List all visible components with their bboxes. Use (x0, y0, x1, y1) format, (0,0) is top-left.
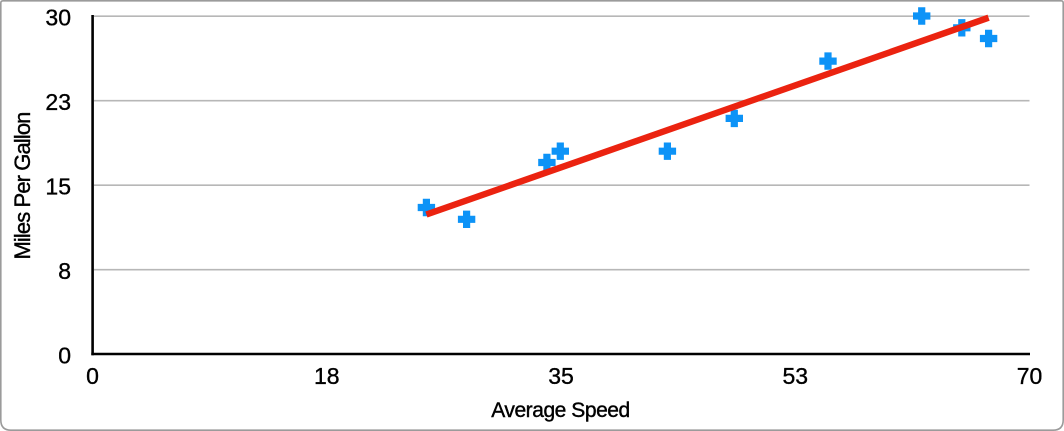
svg-text:23: 23 (45, 89, 71, 115)
svg-text:0: 0 (58, 343, 71, 369)
svg-text:70: 70 (1017, 363, 1043, 389)
svg-text:8: 8 (58, 258, 71, 284)
svg-text:18: 18 (314, 363, 340, 389)
svg-text:30: 30 (45, 5, 71, 31)
svg-text:Miles Per Gallon: Miles Per Gallon (10, 113, 35, 260)
svg-text:15: 15 (45, 174, 71, 200)
svg-text:Average Speed: Average Speed (491, 399, 630, 422)
svg-text:53: 53 (783, 363, 809, 389)
svg-text:35: 35 (548, 363, 574, 389)
svg-text:0: 0 (86, 363, 99, 389)
